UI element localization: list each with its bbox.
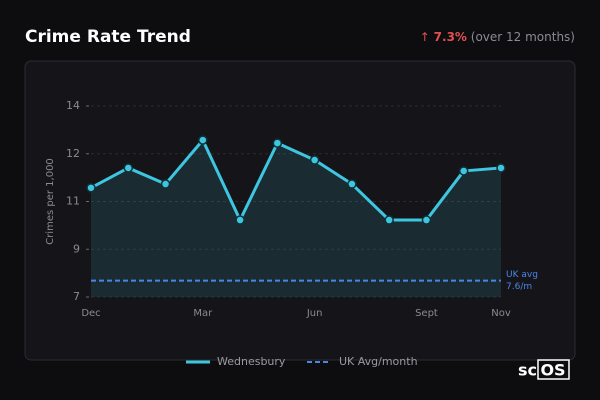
point xyxy=(496,163,506,173)
point xyxy=(384,215,394,225)
legend-label: UK Avg/month xyxy=(339,355,418,368)
legend-label: Wednesbury xyxy=(217,355,286,368)
change-value: 7.3% xyxy=(434,30,467,44)
point xyxy=(347,179,357,189)
point xyxy=(160,179,171,189)
x-tick-label: Nov xyxy=(491,308,511,319)
reference-label: 7.6/m xyxy=(506,282,532,292)
change-arrow: ↑ xyxy=(420,30,430,44)
point xyxy=(458,166,469,176)
y-tick-label: 12 xyxy=(66,147,80,160)
point xyxy=(86,183,96,193)
point xyxy=(198,135,208,145)
change-summary: ↑ 7.3% (over 12 months) xyxy=(420,30,575,44)
logo-boxed: OS xyxy=(540,361,565,380)
x-tick-label: Dec xyxy=(81,308,100,319)
y-tick-label: 9 xyxy=(73,242,80,255)
plot: 7 9 11 12 14 Crimes per 1,000 Dec Mar Jun Sept Nov… xyxy=(45,99,538,368)
reference-label: UK avg xyxy=(506,270,538,280)
point xyxy=(235,215,245,225)
point xyxy=(272,138,283,148)
x-tick-label: Jun xyxy=(306,308,323,319)
title: Crime Rate Trend xyxy=(25,27,191,47)
point xyxy=(123,163,134,173)
y-tick-label: 7 xyxy=(73,290,80,303)
y-tick-label: 14 xyxy=(66,99,80,112)
line xyxy=(90,138,502,222)
x-tick-label: Sept xyxy=(415,308,438,319)
y-axis-label: Crimes per 1,000 xyxy=(45,158,56,245)
area xyxy=(91,140,501,297)
chart-panel xyxy=(24,60,576,361)
logo-box xyxy=(537,359,570,380)
logo-prefix: sc xyxy=(518,361,537,380)
point xyxy=(421,215,432,225)
y-tick-label: 11 xyxy=(66,195,80,208)
change-note: (over 12 months) xyxy=(471,30,575,44)
x-tick-label: Mar xyxy=(193,308,213,319)
point xyxy=(309,155,320,165)
